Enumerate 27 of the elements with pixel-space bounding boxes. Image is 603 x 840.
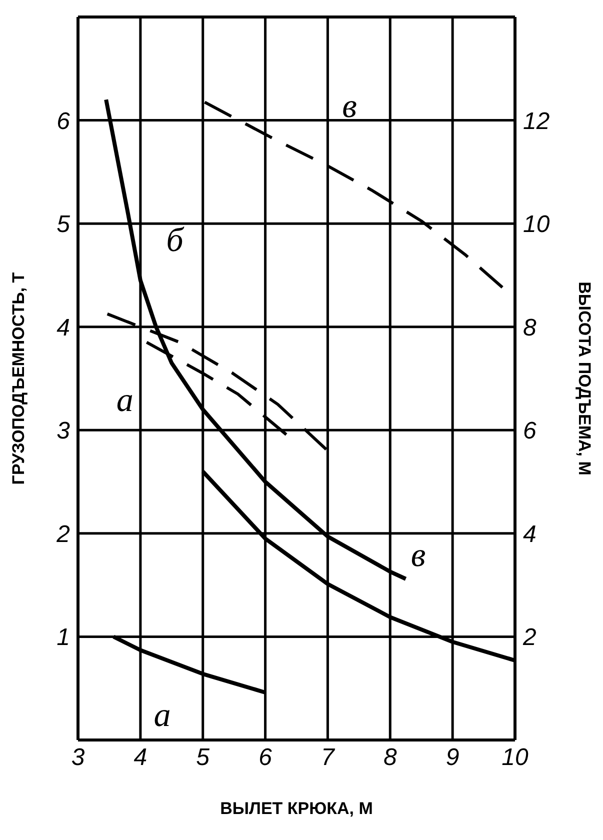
- y2-tick-label: 10: [523, 211, 550, 238]
- y-tick-label: 4: [56, 314, 70, 342]
- x-tick-label: 10: [502, 744, 529, 772]
- x-axis-title: ВЫЛЕТ КРЮКА, М: [220, 799, 373, 818]
- y2-tick-label: 4: [523, 520, 536, 548]
- x-tick-label: 6: [258, 744, 273, 772]
- annotation: а: [116, 382, 134, 420]
- y2-axis-title: ВЫСОТА ПОДЪЕМА, М: [574, 282, 594, 476]
- y2-tick-label: 8: [523, 314, 537, 342]
- y-tick-label: 3: [56, 418, 71, 445]
- y-tick-label: 1: [56, 624, 70, 652]
- annotation: в: [342, 88, 358, 125]
- x-tick-label: 7: [321, 744, 336, 772]
- y2-tick-label: 6: [523, 418, 537, 445]
- y-tick-label: 2: [56, 520, 70, 548]
- annotation: а: [154, 697, 171, 734]
- x-tick-label: 5: [196, 744, 210, 772]
- y-axis-title: ГРУЗОПОДЪЕМНОСТЬ, Т: [9, 272, 28, 485]
- x-tick-label: 8: [383, 744, 398, 772]
- annotation: б: [166, 222, 186, 260]
- y-tick-label: 5: [56, 211, 71, 238]
- y2-tick-label: 2: [522, 624, 536, 652]
- y-tick-label: 6: [56, 108, 71, 135]
- x-tick-label: 9: [446, 744, 460, 772]
- y2-tick-label: 12: [523, 108, 550, 135]
- annotation: в: [410, 537, 426, 574]
- x-tick-label: 4: [134, 744, 148, 772]
